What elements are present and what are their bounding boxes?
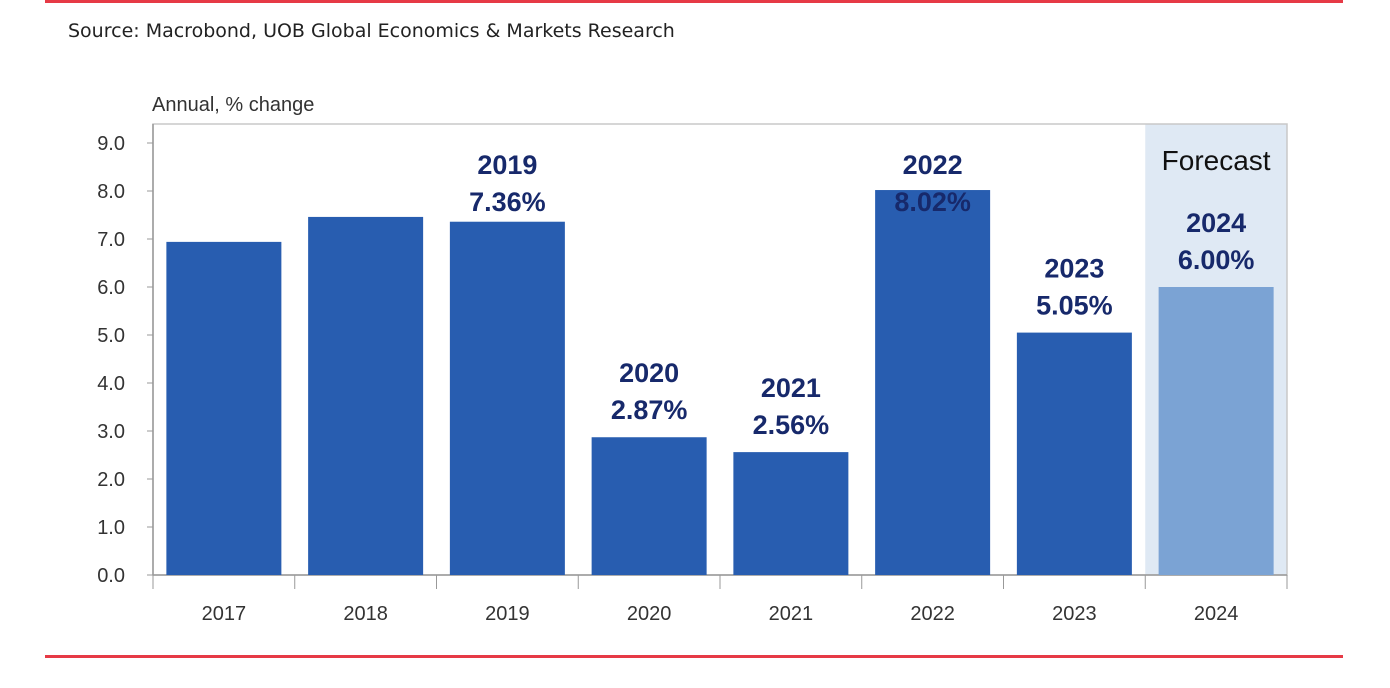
bar-2018 [308, 216, 424, 576]
x-tick-label: 2022 [910, 603, 955, 625]
y-tick-label: 0.0 [97, 565, 125, 587]
bar-2019 [449, 221, 565, 575]
bar-2017 [166, 241, 282, 575]
y-tick-label: 2.0 [97, 469, 125, 491]
data-label-value: 7.36% [469, 187, 546, 217]
data-label-value: 2.56% [753, 410, 830, 440]
forecast-label: Forecast [1162, 145, 1271, 176]
bar-2022 [875, 190, 991, 576]
data-label-value: 5.05% [1036, 291, 1113, 321]
data-label-value: 2.87% [611, 395, 688, 425]
data-label-value: 6.00% [1178, 245, 1255, 275]
data-label-value: 8.02% [894, 187, 971, 217]
y-tick-label: 8.0 [97, 181, 125, 203]
y-tick-label: 9.0 [97, 133, 125, 155]
y-axis-title: Annual, % change [152, 94, 314, 116]
data-label-year: 2019 [477, 150, 537, 180]
bottom-rule [45, 655, 1343, 658]
x-tick-label: 2017 [202, 603, 247, 625]
data-label-year: 2021 [761, 373, 821, 403]
top-rule [45, 0, 1343, 3]
y-tick-label: 7.0 [97, 229, 125, 251]
y-tick-label: 6.0 [97, 277, 125, 299]
source-note: Source: Macrobond, UOB Global Economics … [68, 20, 675, 42]
data-label-year: 2023 [1044, 254, 1104, 284]
x-tick-label: 2024 [1194, 603, 1239, 625]
bar-2020 [591, 437, 707, 575]
data-label-year: 2020 [619, 358, 679, 388]
y-tick-label: 1.0 [97, 517, 125, 539]
x-tick-label: 2018 [343, 603, 388, 625]
y-tick-label: 3.0 [97, 421, 125, 443]
x-tick-label: 2020 [627, 603, 672, 625]
y-tick-label: 4.0 [97, 373, 125, 395]
bar-2023 [1016, 332, 1132, 575]
x-tick-label: 2019 [485, 603, 530, 625]
y-tick-label: 5.0 [97, 325, 125, 347]
bar-2021 [733, 452, 849, 575]
bar-2024 [1158, 287, 1274, 575]
data-label-year: 2022 [903, 150, 963, 180]
x-tick-label: 2023 [1052, 603, 1097, 625]
data-label-year: 2024 [1186, 208, 1246, 238]
x-tick-label: 2021 [769, 603, 814, 625]
